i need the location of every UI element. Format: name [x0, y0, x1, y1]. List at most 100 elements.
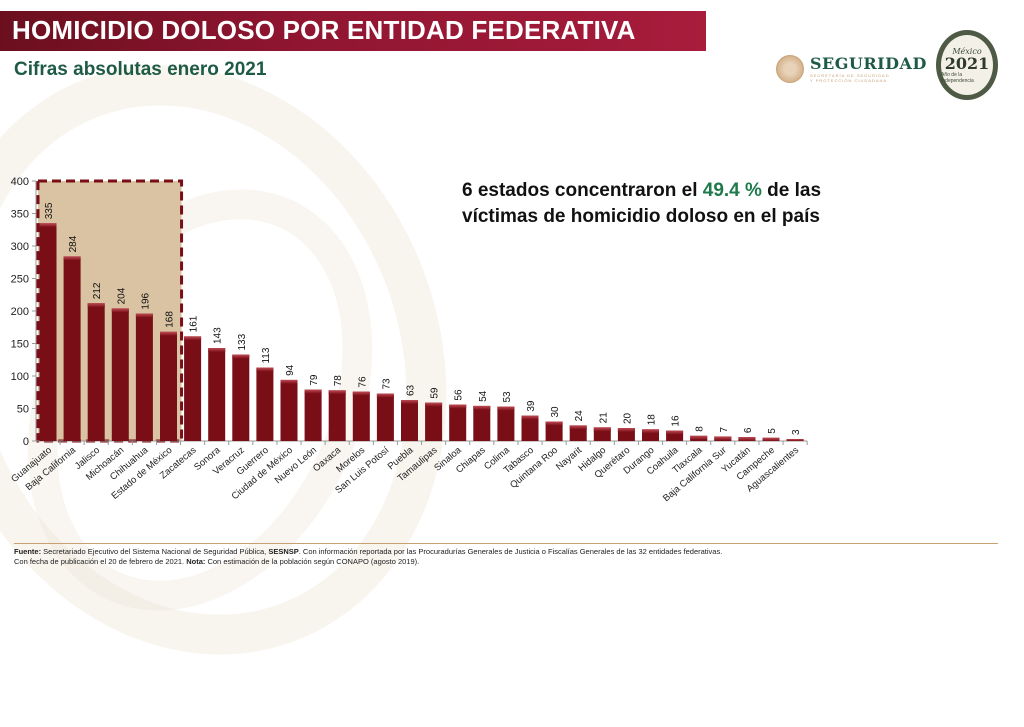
annotation-text-3: víctimas de homicidio doloso en el país — [462, 206, 820, 227]
y-tick-label: 350 — [11, 209, 29, 221]
bar-highlight — [280, 379, 298, 384]
annotation-text-2: de las — [761, 180, 822, 201]
bar — [425, 402, 443, 441]
bar-highlight — [738, 437, 756, 441]
data-label: 94 — [285, 364, 296, 376]
footer-line2: Con fecha de publicación el 20 de febrer… — [14, 557, 187, 566]
footer-fuente-text: Secretariado Ejecutivo del Sistema Nacio… — [41, 547, 269, 556]
bar-highlight — [425, 402, 443, 407]
bar-highlight — [521, 415, 539, 420]
data-label: 204 — [116, 287, 127, 304]
bar — [256, 367, 274, 441]
footer-nota-label: Nota: — [186, 557, 206, 566]
bar — [304, 389, 322, 441]
bar-highlight — [160, 331, 177, 336]
data-label: 161 — [189, 315, 200, 332]
bar-highlight — [593, 427, 611, 432]
bar — [208, 348, 226, 441]
title-banner: HOMICIDIO DOLOSO POR ENTIDAD FEDERATIVA — [0, 11, 706, 51]
bar — [497, 406, 515, 441]
data-label: 39 — [526, 400, 537, 412]
bar-highlight — [184, 336, 202, 341]
footer-fuente-rest: . Con información reportada por las Proc… — [298, 547, 723, 556]
bar — [642, 429, 659, 441]
mexico-2021-logo: México 2021 Año de la Independencia — [936, 30, 998, 100]
bar-highlight — [449, 404, 467, 409]
chart-annotation: 6 estados concentraron el 49.4 % de las … — [462, 178, 821, 230]
data-label: 78 — [333, 375, 344, 387]
data-label: 76 — [357, 376, 368, 388]
data-label: 8 — [695, 426, 706, 432]
bar-highlight — [690, 435, 708, 440]
logo-2021-line3: Año de la Independencia — [941, 71, 974, 84]
data-label: 5 — [767, 428, 778, 434]
data-label: 59 — [430, 387, 441, 399]
data-label: 113 — [261, 347, 272, 363]
bar — [666, 430, 684, 441]
annotation-text-1: 6 estados concentraron el — [462, 180, 703, 201]
footer-sesnsp: SESNSP — [268, 547, 299, 556]
page-title: HOMICIDIO DOLOSO POR ENTIDAD FEDERATIVA — [12, 15, 636, 45]
y-tick-label: 100 — [11, 371, 29, 383]
bar-highlight — [545, 421, 563, 426]
bar-highlight — [328, 390, 346, 395]
data-label: 24 — [574, 410, 585, 422]
data-label: 30 — [550, 406, 561, 418]
data-label: 21 — [598, 412, 609, 424]
bar-highlight — [401, 400, 418, 405]
data-label: 284 — [68, 235, 79, 252]
data-label: 73 — [381, 378, 392, 390]
bar — [87, 303, 105, 441]
data-label: 20 — [622, 412, 633, 424]
data-label: 79 — [309, 374, 320, 386]
bar — [39, 223, 57, 441]
bar — [280, 379, 298, 441]
y-tick-label: 250 — [11, 274, 29, 286]
seguridad-logo-title: SEGURIDAD — [810, 54, 927, 73]
bar — [401, 400, 418, 441]
bar-highlight — [762, 437, 780, 441]
data-label: 196 — [140, 292, 151, 309]
bar — [184, 336, 202, 441]
bar-highlight — [473, 405, 491, 410]
data-label: 6 — [743, 427, 754, 433]
data-label: 7 — [719, 426, 730, 432]
bar-highlight — [376, 393, 394, 398]
footer-fuente-label: Fuente: — [14, 547, 42, 556]
footer-source: Fuente: Secretariado Ejecutivo del Siste… — [14, 547, 722, 567]
bar-highlight — [63, 256, 81, 261]
data-label: 18 — [647, 414, 658, 426]
bar-highlight — [714, 436, 732, 441]
y-tick-label: 50 — [17, 404, 29, 416]
data-label: 212 — [92, 282, 103, 299]
bar-highlight — [642, 429, 659, 434]
seguridad-logo-subtitle-2: Y PROTECCIÓN CIUDADANA — [810, 78, 888, 83]
bar-highlight — [256, 367, 274, 372]
bar — [232, 354, 250, 441]
bar — [545, 421, 563, 441]
seguridad-logo: SEGURIDAD SECRETARÍA DE SEGURIDAD Y PROT… — [776, 54, 927, 83]
bar-highlight — [232, 354, 250, 359]
bar-highlight — [39, 223, 57, 228]
bar-highlight — [135, 313, 153, 318]
footer-divider — [14, 543, 998, 544]
bar-highlight — [208, 348, 226, 353]
seguridad-logo-subtitle-1: SECRETARÍA DE SEGURIDAD — [810, 73, 890, 78]
data-label: 168 — [165, 311, 176, 328]
y-tick-label: 400 — [11, 176, 29, 188]
data-label: 3 — [791, 429, 802, 435]
bar-highlight — [111, 308, 129, 313]
bar-highlight — [304, 389, 322, 394]
bar — [160, 331, 177, 441]
y-tick-label: 0 — [23, 436, 29, 448]
bar-highlight — [569, 425, 587, 430]
bar — [521, 415, 539, 441]
data-label: 56 — [454, 389, 465, 401]
logo-2021-year: 2021 — [944, 53, 990, 73]
annotation-highlight-percent: 49.4 % — [702, 180, 762, 201]
y-tick-label: 200 — [11, 306, 29, 318]
bar — [135, 313, 153, 441]
bar-highlight — [497, 406, 515, 411]
bar — [376, 393, 394, 441]
bar-highlight — [666, 430, 684, 435]
